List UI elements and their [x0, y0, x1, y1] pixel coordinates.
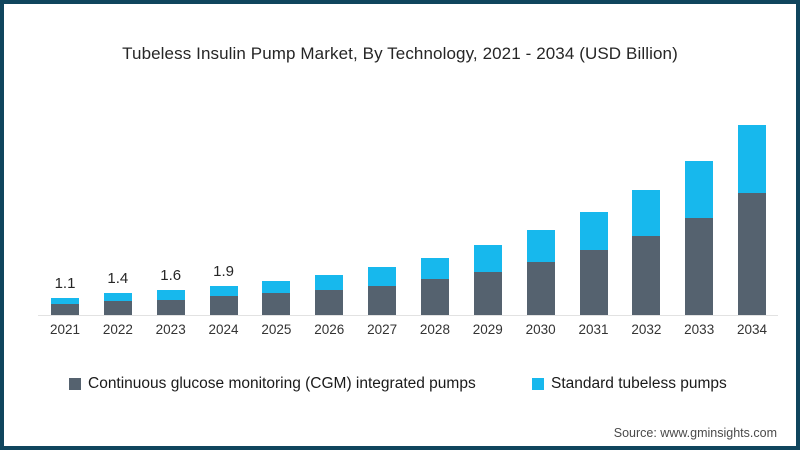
x-tick-label-2029: 2029 [472, 322, 503, 337]
legend-item-standard: Standard tubeless pumps [532, 375, 727, 393]
x-tick-label-2033: 2033 [684, 322, 715, 337]
bar-segment-standard-2022 [103, 293, 132, 302]
legend-label-cgm: Continuous glucose monitoring (CGM) inte… [88, 375, 476, 392]
source-note: Source: www.gminsights.com [613, 426, 777, 440]
bar-segment-standard-2032 [632, 189, 661, 237]
bar-segment-cgm-2022 [103, 301, 132, 315]
bar-2034 [738, 124, 767, 315]
bar-segment-cgm-2032 [632, 236, 661, 315]
bar-2032 [632, 189, 661, 315]
bar-segment-cgm-2034 [738, 192, 767, 315]
bar-2023 [156, 290, 185, 315]
chart-title: Tubeless Insulin Pump Market, By Technol… [122, 44, 678, 63]
bar-segment-standard-2034 [738, 124, 767, 193]
bar-segment-cgm-2031 [579, 250, 608, 315]
cgm-swatch-icon [69, 378, 81, 390]
bar-2028 [420, 257, 449, 315]
bar-segment-cgm-2027 [368, 285, 397, 315]
bar-segment-standard-2029 [473, 245, 502, 272]
x-tick-label-2025: 2025 [261, 322, 292, 337]
bar-2029 [473, 245, 502, 315]
bar-2033 [685, 160, 714, 316]
bar-2022 [103, 293, 132, 315]
bar-2024 [209, 285, 238, 315]
legend-label-standard: Standard tubeless pumps [551, 375, 727, 392]
bar-segment-cgm-2026 [315, 290, 344, 315]
bar-segment-standard-2031 [579, 211, 608, 251]
bar-segment-cgm-2030 [526, 262, 555, 315]
bar-2025 [262, 281, 291, 315]
bar-segment-standard-2028 [420, 257, 449, 280]
bar-value-label-2023: 1.6 [160, 267, 182, 285]
bar-segment-cgm-2021 [51, 304, 79, 315]
bar-2021 [51, 298, 79, 315]
legend: Continuous glucose monitoring (CGM) inte… [4, 375, 796, 395]
x-tick-label-2034: 2034 [737, 322, 768, 337]
x-tick-label-2023: 2023 [155, 322, 186, 337]
x-tick-label-2031: 2031 [578, 322, 609, 337]
x-tick-label-2027: 2027 [367, 322, 398, 337]
x-tick-label-2028: 2028 [419, 322, 450, 337]
bar-value-label-2024: 1.9 [213, 262, 234, 280]
standard-swatch-icon [532, 378, 544, 390]
x-tick-label-2032: 2032 [631, 322, 662, 337]
bar-segment-cgm-2025 [262, 293, 291, 315]
bar-segment-cgm-2033 [685, 217, 714, 315]
bar-segment-cgm-2023 [156, 299, 185, 315]
x-tick-label-2024: 2024 [208, 322, 239, 337]
bar-segment-standard-2021 [51, 298, 79, 305]
bar-2030 [526, 230, 555, 315]
bar-segment-cgm-2028 [420, 279, 449, 315]
legend-item-cgm: Continuous glucose monitoring (CGM) inte… [69, 375, 476, 393]
bar-segment-standard-2030 [526, 230, 555, 263]
bar-2031 [579, 211, 608, 315]
x-tick-label-2030: 2030 [525, 322, 556, 337]
x-tick-label-2022: 2022 [102, 322, 133, 337]
bar-segment-standard-2027 [368, 267, 397, 286]
bar-value-label-2021: 1.1 [54, 275, 76, 293]
bar-segment-standard-2026 [315, 274, 344, 291]
bar-segment-cgm-2024 [209, 296, 238, 315]
x-axis: 2021 2022 2023 2024 2025 2026 2027 2028 2029 2030… [38, 322, 778, 342]
bar-segment-cgm-2029 [473, 271, 502, 315]
bar-2026 [315, 274, 344, 315]
bar-segment-standard-2025 [262, 281, 291, 294]
bar-segment-standard-2033 [685, 160, 714, 218]
x-tick-label-2021: 2021 [49, 322, 81, 337]
plot-area: 1.1 1.4 1.6 1.9 [38, 94, 778, 316]
bar-value-label-2022: 1.4 [107, 270, 129, 288]
bar-segment-standard-2024 [209, 285, 238, 297]
bar-segment-standard-2023 [156, 290, 185, 300]
bar-2027 [368, 267, 397, 315]
x-tick-label-2026: 2026 [314, 322, 345, 337]
